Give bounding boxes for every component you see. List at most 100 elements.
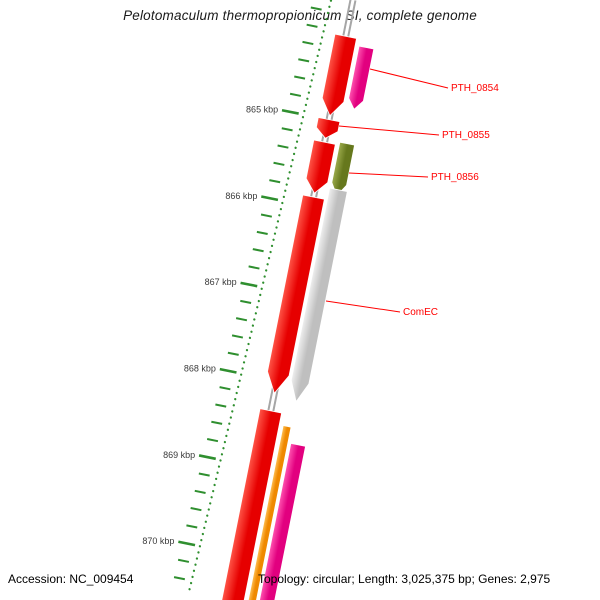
- major-tick: [240, 281, 258, 288]
- minor-tick: [173, 576, 186, 581]
- ruler-dot: [270, 244, 274, 248]
- minor-tick: [227, 351, 239, 356]
- scale-label: 869 kbp: [163, 450, 195, 460]
- minor-tick: [231, 334, 244, 339]
- ruler-dot: [275, 226, 278, 229]
- minor-tick: [177, 558, 190, 563]
- minor-tick: [219, 386, 231, 391]
- gene-arrow[interactable]: [319, 33, 358, 118]
- gene-arrow-PTH_0854[interactable]: [347, 45, 375, 111]
- genome-track: 865 kbp 866 kbp 867 kbp 868 kbp 869 kbp 870 k…: [142, 0, 375, 600]
- minor-tick: [310, 6, 322, 11]
- minor-tick: [302, 40, 314, 46]
- scale-label: 865 kbp: [246, 105, 278, 115]
- gene-arrow[interactable]: [264, 194, 325, 395]
- ruler-dot: [188, 588, 191, 591]
- ruler-dot: [329, 0, 333, 2]
- ruler-dot: [301, 116, 305, 119]
- scale-label: 867 kbp: [205, 277, 237, 287]
- minor-tick: [273, 161, 285, 166]
- ruler-dot: [203, 526, 206, 530]
- ruler-dot: [240, 373, 243, 376]
- ruler-dot: [223, 440, 227, 444]
- major-tick: [219, 367, 237, 374]
- ruler-dot: [254, 312, 258, 315]
- ruler-dot: [303, 109, 306, 113]
- label-line-PTH_0856: [348, 172, 429, 178]
- minor-tick: [235, 317, 248, 322]
- minor-tick: [198, 472, 210, 477]
- genome-summary-text: Topology: circular; Length: 3,025,375 bp…: [258, 572, 551, 586]
- ruler-dot: [309, 85, 312, 88]
- ruler-dot: [263, 275, 266, 278]
- gene-arrow[interactable]: [244, 425, 292, 600]
- ruler-dot: [192, 569, 196, 572]
- gene-label-PTH_0855[interactable]: PTH_0855: [442, 130, 490, 141]
- ruler-dot: [326, 11, 330, 15]
- gene-arrow-ComEC[interactable]: [287, 187, 348, 403]
- ruler-dot: [316, 54, 319, 58]
- ruler-dot: [318, 48, 321, 51]
- minor-tick: [281, 127, 293, 132]
- ruler-dot: [226, 428, 230, 431]
- ruler-dot: [325, 17, 328, 21]
- ruler-dot: [322, 30, 325, 33]
- ruler-dot: [244, 355, 247, 358]
- ruler-dot: [253, 318, 256, 321]
- ruler-dot: [320, 36, 324, 39]
- ruler-dot: [282, 195, 285, 199]
- minor-tick: [269, 179, 281, 184]
- minor-tick: [256, 230, 268, 235]
- gene-arrow[interactable]: [304, 139, 336, 195]
- ruler-dot: [298, 128, 302, 131]
- ruler-dot: [207, 508, 210, 511]
- ruler-dot: [304, 103, 308, 107]
- gene-arrow[interactable]: [219, 408, 283, 600]
- minor-tick: [215, 403, 227, 408]
- ruler-dot: [194, 563, 197, 566]
- ruler-dot: [267, 256, 271, 260]
- ruler-dot: [229, 416, 232, 419]
- minor-tick: [190, 507, 202, 512]
- ruler-dot: [281, 201, 284, 205]
- ruler-dot: [213, 483, 216, 487]
- ruler-dot: [248, 336, 252, 339]
- gene-label-ComEC[interactable]: ComEC: [403, 307, 438, 318]
- ruler-dot: [278, 214, 281, 217]
- ruler-dot: [228, 422, 231, 425]
- minor-tick: [240, 299, 252, 304]
- major-tick: [178, 540, 196, 547]
- ruler-dot: [191, 575, 194, 579]
- ruler-dot: [232, 404, 235, 407]
- ruler-dot: [306, 97, 309, 100]
- ruler-dot: [222, 447, 225, 450]
- minor-tick: [260, 213, 273, 218]
- scale-label: 868 kbp: [184, 364, 216, 374]
- ruler-dot: [245, 348, 249, 352]
- ruler-dot: [212, 489, 215, 493]
- gene-label-PTH_0856[interactable]: PTH_0856: [431, 172, 479, 183]
- ruler-dot: [265, 269, 268, 272]
- minor-tick: [306, 23, 318, 28]
- ruler-dot: [195, 557, 199, 560]
- ruler-dot: [310, 79, 313, 82]
- minor-tick: [211, 420, 223, 425]
- ruler-dot: [285, 183, 288, 186]
- minor-tick: [206, 438, 219, 443]
- label-line-PTH_0855: [338, 125, 440, 136]
- gene-label-PTH_0854[interactable]: PTH_0854: [451, 83, 499, 94]
- ruler-dot: [294, 146, 297, 149]
- ruler-dot: [287, 177, 290, 180]
- ruler-dot: [315, 60, 318, 64]
- gene-arrow-PTH_0855[interactable]: [315, 117, 341, 140]
- ruler-dot: [257, 299, 260, 303]
- minor-tick: [289, 92, 302, 97]
- major-tick: [198, 454, 217, 461]
- ruler-dot: [300, 122, 303, 125]
- ruler-dot: [250, 330, 253, 333]
- ruler-dot: [291, 158, 294, 162]
- gene-arrow[interactable]: [255, 442, 307, 600]
- ruler-dot: [260, 287, 263, 290]
- major-tick: [261, 195, 279, 202]
